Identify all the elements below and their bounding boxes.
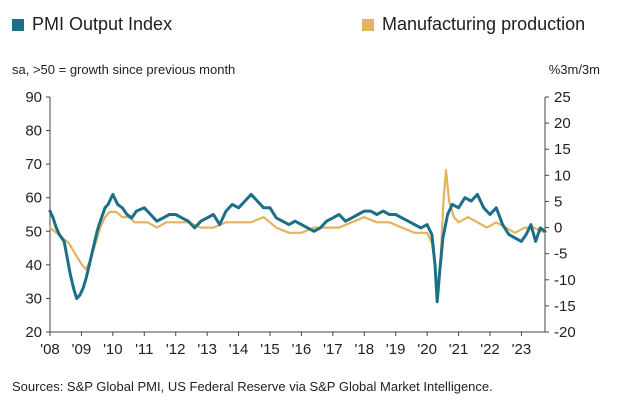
x-tick-label: '22 (480, 341, 500, 358)
x-tick-label: '11 (135, 341, 153, 358)
right-tick-label: 5 (554, 193, 562, 210)
x-tick-label: '20 (417, 341, 437, 358)
left-tick-label: 60 (25, 190, 42, 207)
x-tick-label: '17 (323, 341, 343, 358)
legend-swatch-mfg (362, 18, 374, 31)
x-tick-label: '16 (292, 341, 312, 358)
left-tick-label: 90 (25, 89, 42, 106)
left-tick-label: 40 (25, 257, 42, 274)
legend-swatch-pmi (12, 18, 24, 31)
right-tick-label: 25 (554, 89, 571, 106)
right-tick-label: 0 (554, 220, 562, 237)
left-axis-note: sa, >50 = growth since previous month (12, 62, 236, 77)
x-tick-label: '13 (197, 341, 217, 358)
x-tick-label: '15 (260, 341, 280, 358)
x-tick-label: '23 (512, 341, 532, 358)
source-note: Sources: S&P Global PMI, US Federal Rese… (12, 379, 493, 394)
x-tick-label: '19 (386, 341, 406, 358)
right-tick-label: -15 (554, 298, 576, 315)
x-tick-label: '21 (449, 341, 469, 358)
legend: PMI Output Index Manufacturing productio… (12, 14, 608, 38)
right-tick-label: 15 (554, 141, 571, 158)
left-tick-label: 50 (25, 223, 42, 240)
left-tick-label: 70 (25, 156, 42, 173)
series-line-pmi-output-index (48, 192, 547, 304)
right-tick-label: 10 (554, 167, 571, 184)
right-tick-label: -10 (554, 272, 576, 289)
right-tick-label: -5 (554, 246, 567, 263)
left-tick-label: 80 (25, 123, 42, 140)
left-tick-label: 30 (25, 290, 42, 307)
x-tick-label: '18 (355, 341, 375, 358)
x-tick-label: '09 (72, 341, 92, 358)
series-line-manufacturing-production (48, 169, 547, 302)
x-tick-label: '08 (40, 341, 60, 358)
right-tick-label: 20 (554, 115, 571, 132)
x-tick-label: '12 (166, 341, 186, 358)
right-axis-note: %3m/3m (548, 62, 600, 77)
left-tick-label: 20 (25, 324, 42, 341)
right-tick-label: -20 (554, 324, 576, 341)
x-tick-label: '10 (103, 341, 123, 358)
legend-label-pmi: PMI Output Index (32, 14, 173, 34)
legend-label-mfg: Manufacturing production (382, 14, 586, 34)
legend-item-mfg: Manufacturing production (362, 14, 585, 35)
x-tick-label: '14 (229, 341, 249, 358)
legend-item-pmi: PMI Output Index (12, 14, 172, 35)
